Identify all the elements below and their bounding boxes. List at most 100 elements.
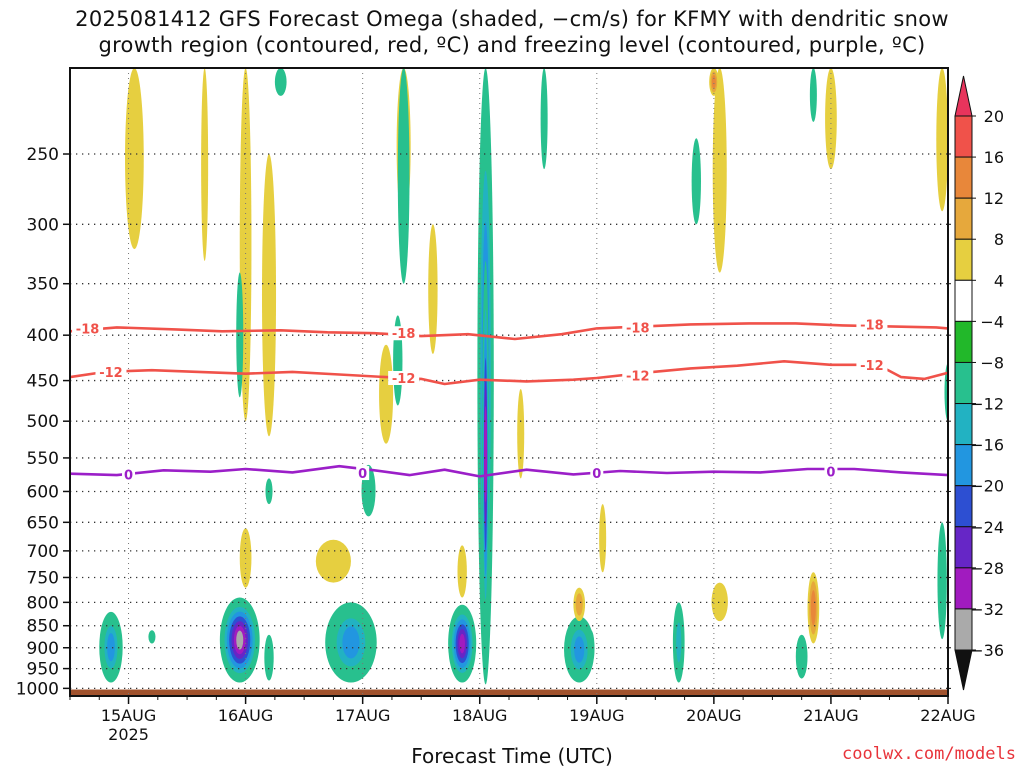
contour-label: -12	[626, 369, 650, 384]
omega-cell-13-1	[575, 593, 583, 616]
contour-label: -12	[392, 372, 416, 387]
omega-cell-33-1	[542, 84, 547, 153]
contour-label-bg	[388, 326, 420, 341]
omega-cell-28-0	[599, 504, 607, 573]
colorbar-swatch	[954, 238, 973, 281]
contour-label-bg	[622, 368, 654, 383]
x-axis-label: Forecast Time (UTC)	[411, 744, 613, 768]
omega-cell-16-0	[125, 68, 144, 250]
colorbar-label: −20	[970, 477, 1004, 496]
omega-cell-9-1	[939, 541, 945, 620]
colorbar-label: 8	[994, 230, 1004, 249]
y-tick-label: 1000	[16, 679, 59, 699]
y-tick-label: 800	[27, 593, 59, 613]
colorbar-swatch-bottom	[954, 649, 973, 691]
colorbar-label: −4	[980, 312, 1004, 331]
colorbar-label: −32	[970, 600, 1004, 619]
dgz-contour-line	[70, 359, 948, 386]
omega-cell-36-1	[237, 293, 242, 377]
contour-label: -18	[626, 321, 650, 336]
omega-cell-15-2	[810, 590, 816, 626]
omega-cell-32-1	[364, 473, 373, 508]
chart-title-line-1: 2025081412 GFS Forecast Omega (shaded, −…	[75, 7, 949, 31]
omega-cell-22-2	[711, 74, 716, 89]
omega-cell-5-6	[484, 406, 488, 503]
colorbar-label: 16	[984, 148, 1004, 167]
contour-label: -18	[860, 318, 884, 333]
y-tick-label: 900	[27, 639, 59, 659]
y-tick-label: 300	[27, 215, 59, 235]
x-tick-label: 16AUG	[218, 706, 273, 725]
colorbar: 20 16 12 8 4 −4 −8 −12 −16 −20 −24 −28 −32 −36	[954, 75, 1004, 691]
colorbar-label: −36	[970, 641, 1004, 660]
omega-cell-34-1	[693, 152, 700, 210]
contour-label-bg	[122, 467, 136, 482]
omega-cell-29-1	[277, 72, 285, 92]
colorbar-label: 12	[984, 189, 1004, 208]
surface-ground	[70, 689, 948, 696]
dgz-contour-line	[70, 322, 948, 341]
contour-label: -12	[99, 366, 123, 381]
colorbar-swatch	[954, 320, 973, 363]
omega-cell-21-0	[712, 68, 727, 273]
contour-label: 0	[124, 468, 133, 483]
y-tick-label: 700	[27, 542, 59, 562]
contour-label: 0	[358, 467, 367, 482]
contour-label: 0	[826, 466, 835, 481]
omega-cell-2-3	[342, 626, 360, 659]
contours: -18 -18 -18 -18 -12 -12 -12 -12 0 0 0 0	[70, 317, 948, 483]
omega-cell-3-6	[459, 633, 465, 654]
omega-cell-27-0	[517, 389, 525, 479]
y-tick-label: 350	[27, 275, 59, 295]
colorbar-swatch	[954, 156, 973, 199]
omega-cell-40-1	[588, 635, 594, 659]
omega-cell-10-0	[239, 528, 252, 588]
omega-cell-14-0	[711, 582, 728, 622]
x-tick-label: 15AUG	[101, 706, 156, 725]
colorbar-label: 4	[994, 271, 1004, 290]
freezing-contour-line	[70, 464, 948, 478]
omega-cell-12-0	[457, 545, 467, 598]
x-tick-label: 22AUG	[920, 706, 975, 725]
contour-label: -12	[860, 359, 884, 374]
x-tick-label: 20AUG	[686, 706, 741, 725]
colorbar-swatch-top	[954, 75, 973, 117]
x-tick-label: 21AUG	[803, 706, 858, 725]
chart-title: 2025081412 GFS Forecast Omega (shaded, −…	[0, 6, 1024, 58]
omega-cell-24-0	[936, 68, 948, 212]
x-year-label: 2025	[108, 725, 149, 744]
x-tick-label: 17AUG	[335, 706, 390, 725]
contour-label-bg	[622, 320, 654, 335]
colorbar-label: −28	[970, 559, 1004, 578]
omega-cell-1-7	[236, 630, 244, 650]
omega-cell-38-1	[266, 642, 272, 673]
y-tick-label: 500	[27, 412, 59, 432]
contour-label-bg	[856, 317, 888, 332]
omega-cell-20-0	[379, 344, 394, 444]
y-tick-label: 550	[27, 449, 59, 469]
omega-cell-7-2	[676, 622, 682, 663]
colorbar-label: 20	[984, 107, 1004, 126]
contour-label-bg	[590, 466, 604, 481]
colorbar-swatch	[954, 279, 973, 322]
contour-label: 0	[592, 467, 601, 482]
omega-cell-11-0	[315, 539, 351, 583]
omega-cell-26-0	[428, 224, 438, 354]
omega-shading	[70, 68, 948, 696]
colorbar-swatch	[954, 197, 973, 240]
y-tick-label: 750	[27, 568, 59, 588]
omega-cell-30-1	[400, 103, 408, 248]
contour-label: -18	[76, 322, 100, 337]
colorbar-swatch	[954, 115, 973, 158]
colorbar-label: −16	[970, 436, 1004, 455]
contour-label-bg	[388, 370, 420, 385]
y-tick-label: 400	[27, 326, 59, 346]
y-tick-label: 850	[27, 617, 59, 637]
x-tick-label: 18AUG	[452, 706, 507, 725]
contour-label-bg	[356, 466, 370, 481]
colorbar-label: −24	[970, 518, 1004, 537]
omega-cell-25-0	[201, 68, 209, 262]
omega-cell-8-1	[798, 642, 806, 672]
omega-cell-37-1	[149, 632, 155, 642]
